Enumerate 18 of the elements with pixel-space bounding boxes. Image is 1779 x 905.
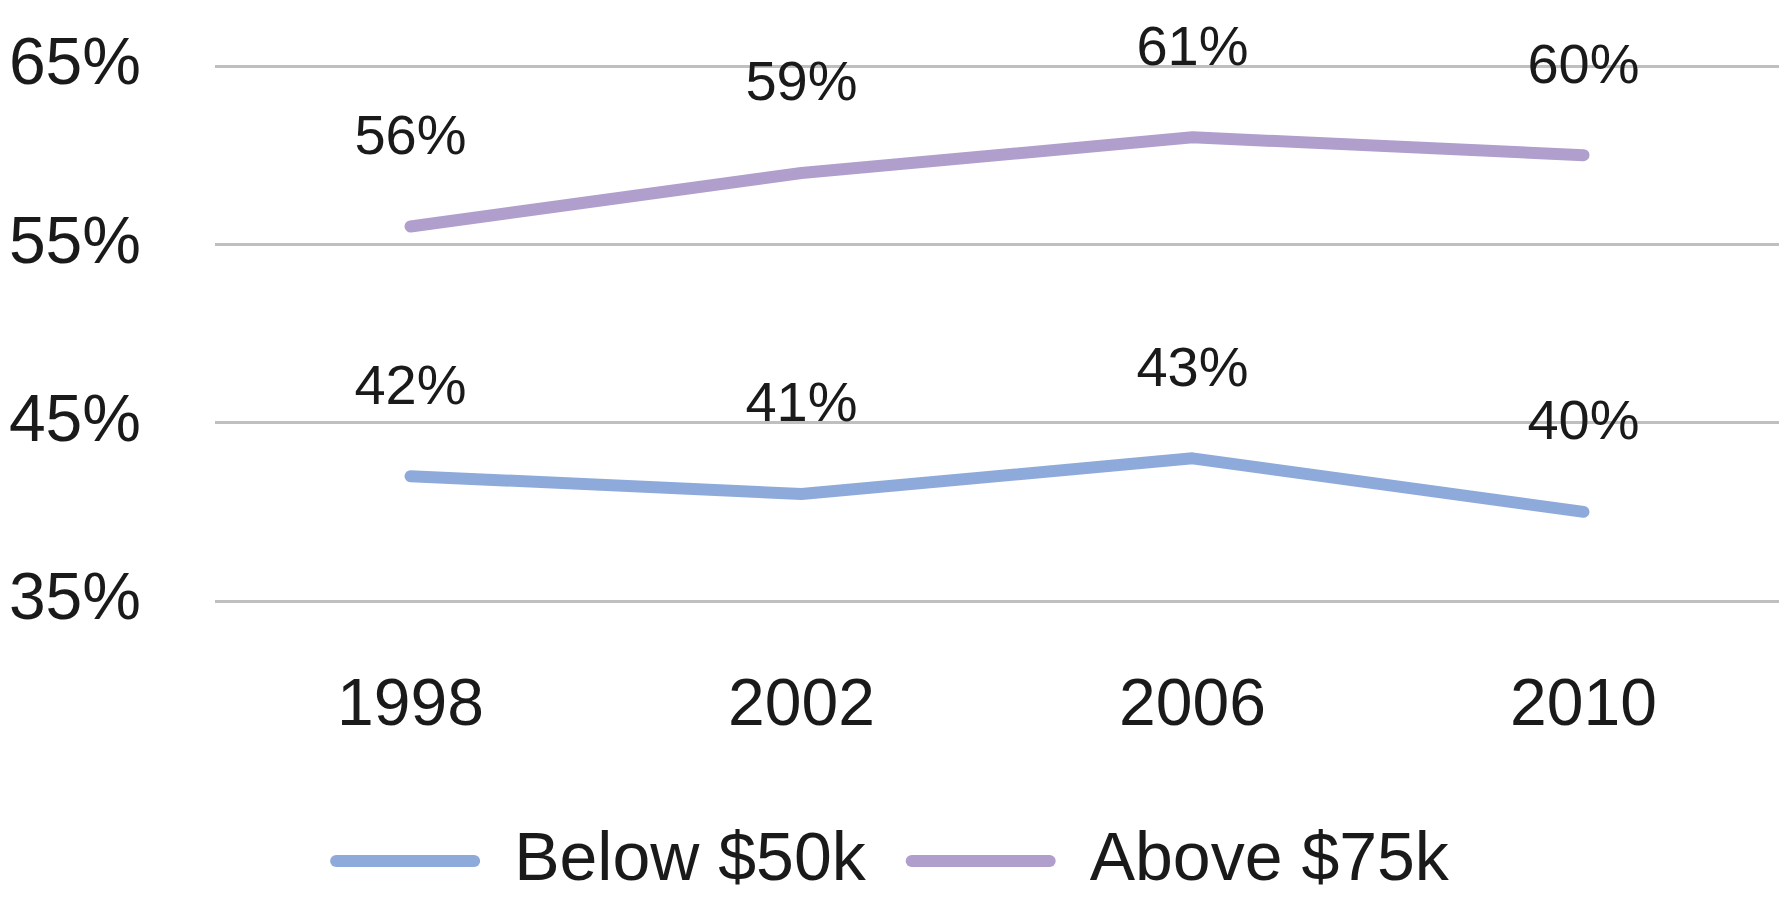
- x-tick-label: 2006: [1119, 664, 1266, 739]
- x-tick-label: 1998: [337, 664, 484, 739]
- data-label: 41%: [745, 370, 858, 434]
- legend-label: Above $75k: [1089, 817, 1450, 894]
- data-label: 43%: [1136, 334, 1249, 398]
- y-tick-label: 45%: [8, 380, 141, 455]
- y-tick-label: 55%: [8, 202, 141, 277]
- y-tick-label: 65%: [8, 24, 141, 99]
- data-label: 56%: [354, 102, 467, 166]
- x-tick-label: 2010: [1510, 664, 1657, 739]
- data-label: 60%: [1527, 31, 1640, 95]
- data-label: 61%: [1136, 13, 1249, 77]
- data-label: 42%: [354, 352, 467, 416]
- data-label: 59%: [745, 49, 858, 113]
- legend-label: Below $50k: [514, 817, 867, 894]
- data-label: 40%: [1527, 388, 1640, 452]
- x-tick-label: 2002: [728, 664, 875, 739]
- y-tick-label: 35%: [8, 559, 141, 634]
